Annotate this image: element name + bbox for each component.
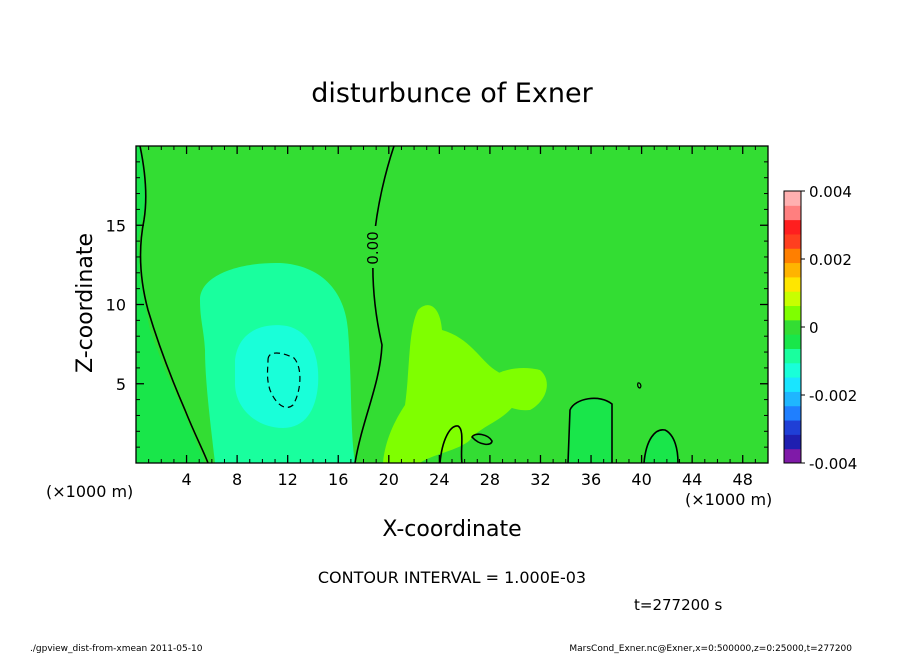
colorbar-swatch-5 xyxy=(784,377,801,392)
x-tick-label-5: 24 xyxy=(429,470,449,489)
field-left-strip xyxy=(136,146,205,463)
field-positive-patch-2 xyxy=(490,367,547,411)
x-tick-label-8: 36 xyxy=(581,470,601,489)
chart-title: disturbunce of Exner xyxy=(311,78,593,109)
colorbar-swatch-12 xyxy=(784,276,801,292)
x-unit-right: (×1000 m) xyxy=(685,490,772,509)
colorbar-swatch-0 xyxy=(784,448,801,464)
x-tick-label-0: 4 xyxy=(181,470,191,489)
colorbar-swatch-16 xyxy=(784,219,801,235)
colorbar-swatch-11 xyxy=(784,291,801,307)
x-tick-label-6: 28 xyxy=(480,470,500,489)
y-axis-label: Z-coordinate xyxy=(73,233,98,373)
colorbar-swatch-2 xyxy=(784,420,801,435)
x-tick-label-10: 44 xyxy=(682,470,702,489)
footer-right: MarsCond_Exner.nc@Exner,x=0:500000,z=0:2… xyxy=(569,644,852,654)
colorbar-tick-label-4: -0.004 xyxy=(809,455,857,473)
field-bump-1 xyxy=(568,398,612,463)
contour-oval xyxy=(471,433,493,446)
colorbar-swatch-4 xyxy=(784,391,801,407)
contour-bump-3 xyxy=(643,429,679,463)
contour-zero-left xyxy=(139,146,209,463)
contour-small-loop xyxy=(637,382,642,389)
colorbar-swatch-3 xyxy=(784,405,801,421)
x-axis-label: X-coordinate xyxy=(382,517,521,542)
x-tick-label-9: 40 xyxy=(631,470,651,489)
colorbar-swatch-15 xyxy=(784,233,801,249)
time-text: t=277200 s xyxy=(634,596,722,614)
colorbar-swatch-1 xyxy=(784,434,801,450)
x-tick-label-4: 20 xyxy=(379,470,399,489)
y-tick-label-1: 10 xyxy=(106,296,126,315)
y-tick-label-2: 15 xyxy=(106,216,126,235)
colorbar-swatch-6 xyxy=(784,362,801,378)
contour-interval-text: CONTOUR INTERVAL = 1.000E-03 xyxy=(318,568,586,587)
footer-left: ./gpview_dist-from-xmean 2011-05-10 xyxy=(30,644,203,654)
x-tick-label-11: 48 xyxy=(733,470,753,489)
x-tick-label-1: 8 xyxy=(232,470,242,489)
contour-negative-dashed xyxy=(266,352,301,409)
y-tick-label-0: 5 xyxy=(116,375,126,394)
contour-label: 0.00 xyxy=(364,231,382,264)
colorbar xyxy=(784,191,801,464)
colorbar-tick-label-3: -0.002 xyxy=(809,387,857,405)
contour-label-bg xyxy=(360,226,382,268)
colorbar-swatch-14 xyxy=(784,248,801,264)
colorbar-swatch-8 xyxy=(784,334,801,349)
colorbar-swatch-7 xyxy=(784,348,801,364)
x-tick-label-2: 12 xyxy=(278,470,298,489)
colorbar-swatch-10 xyxy=(784,305,801,321)
colorbar-swatch-17 xyxy=(784,205,801,221)
colorbar-swatch-18 xyxy=(784,191,801,206)
x-tick-label-7: 32 xyxy=(530,470,550,489)
colorbar-tick-label-0: 0.004 xyxy=(809,183,852,201)
y-axis-ticks: 5 10 15 xyxy=(106,161,768,448)
colorbar-tick-label-1: 0.002 xyxy=(809,251,852,269)
colorbar-swatch-13 xyxy=(784,262,801,278)
colorbar-swatch-9 xyxy=(784,319,801,335)
colorbar-ticks: 0.004 0.002 0 -0.002 -0.004 xyxy=(801,183,857,473)
colorbar-tick-label-2: 0 xyxy=(809,319,819,337)
x-tick-label-3: 16 xyxy=(328,470,348,489)
x-axis-ticks: 4 8 12 16 20 24 28 32 36 40 44 48 xyxy=(148,146,756,489)
field-negative-core xyxy=(235,325,319,428)
contour-bump-2 xyxy=(567,397,613,463)
plot-area: 0.00 xyxy=(135,145,769,464)
field-positive-patch-1 xyxy=(383,305,520,463)
contour-zero-main xyxy=(354,146,395,463)
contour-bump-1 xyxy=(439,425,463,463)
x-unit-left: (×1000 m) xyxy=(46,482,133,501)
field-bump-2 xyxy=(644,429,678,463)
